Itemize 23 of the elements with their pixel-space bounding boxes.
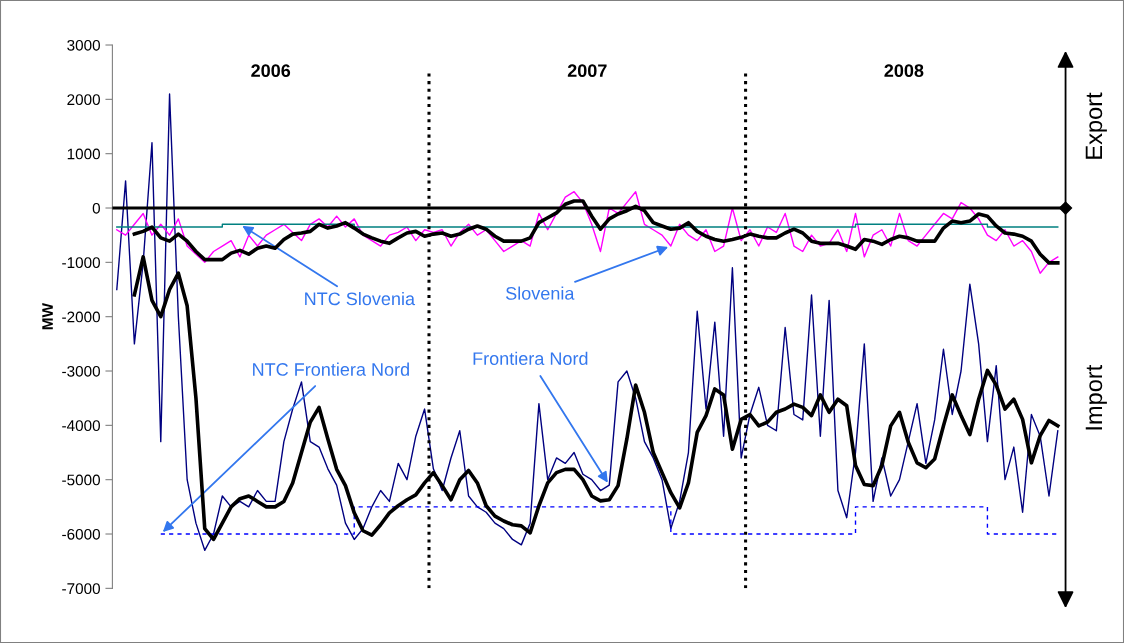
annotation: 2006 — [251, 64, 291, 78]
text: Import — [1085, 364, 1107, 430]
y-tick-label: 3000 — [67, 39, 100, 51]
y-tick-label: -7000 — [62, 583, 100, 595]
line-series — [116, 93, 1059, 552]
y-tick-label: 0 — [92, 202, 100, 214]
y-axis-title: MW — [42, 303, 53, 330]
y-tick-label: -6000 — [62, 528, 100, 540]
y-tick-label: -5000 — [62, 474, 100, 486]
annotation: 2007 — [567, 64, 607, 78]
series-label: Slovenia — [505, 286, 575, 300]
y-tick-label: -4000 — [62, 420, 100, 432]
y-tick-label: -3000 — [62, 365, 100, 377]
y-tick-label: -2000 — [62, 311, 100, 323]
line-series — [116, 191, 1059, 274]
y-tick-label: 2000 — [67, 94, 100, 106]
text: Export — [1085, 92, 1107, 159]
y-tick-label: 1000 — [67, 148, 100, 160]
y-tick-label: -1000 — [62, 257, 100, 269]
text: NTC Slovenia — [305, 291, 416, 306]
series-label: Frontiera Nord — [473, 351, 588, 365]
annotation: 2008 — [884, 64, 924, 78]
text: NTC Frontiera Nord — [253, 362, 409, 376]
